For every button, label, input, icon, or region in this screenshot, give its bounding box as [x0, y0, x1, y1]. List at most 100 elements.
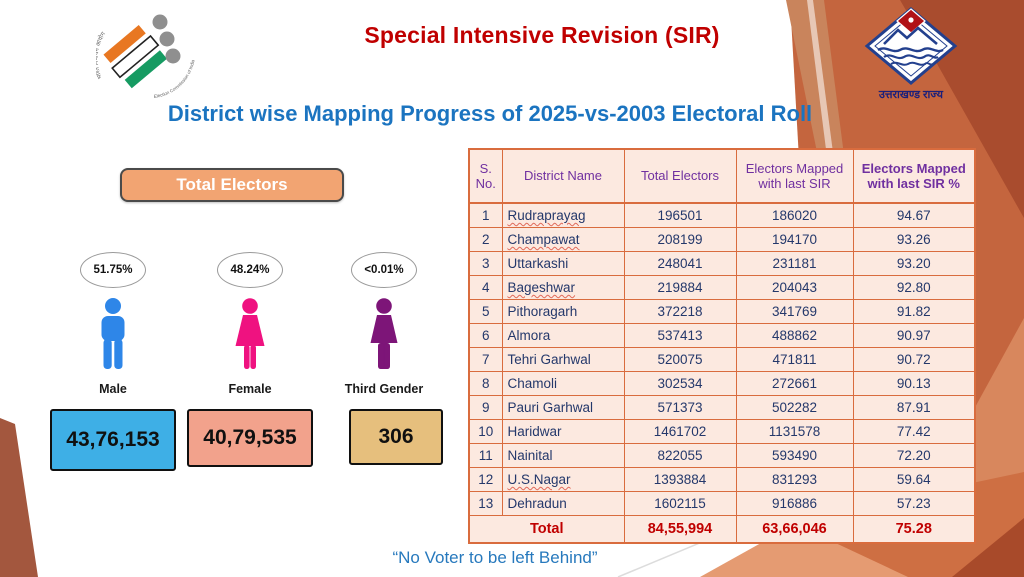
table-row: 13 Dehradun 1602115 916886 57.23	[468, 491, 976, 516]
header-sno: S. No.	[468, 148, 503, 204]
male-label: Male	[99, 382, 127, 396]
female-count-box: 40,79,535	[187, 409, 313, 467]
mapped-cell: 204043	[735, 275, 854, 300]
female-stat-group: 48.24% Female 40,79,535	[182, 252, 318, 467]
male-percent-badge: 51.75%	[80, 252, 146, 288]
uttarakhand-state-logo: उत्तराखण्ड राज्य	[864, 7, 958, 101]
table-row: 5 Pithoragarh 372218 341769 91.82	[468, 299, 976, 324]
male-count-box: 43,76,153	[50, 409, 176, 471]
total-electors-value: 84,55,994	[623, 515, 737, 544]
total-electors-button: Total Electors	[120, 168, 344, 202]
district-cell: Dehradun	[501, 491, 625, 516]
total-electors-cell: 208199	[623, 227, 737, 252]
table-header-row: S. No. District Name Total Electors Elec…	[468, 148, 976, 204]
total-electors-cell: 219884	[623, 275, 737, 300]
female-icon	[235, 298, 265, 369]
sno-cell: 9	[468, 395, 503, 420]
district-cell: Haridwar	[501, 419, 625, 444]
total-electors-cell: 1461702	[623, 419, 737, 444]
eci-right-arc-text: Election Commission of India	[153, 59, 195, 99]
district-mapping-table: S. No. District Name Total Electors Elec…	[468, 148, 976, 544]
page-subtitle: District wise Mapping Progress of 2025-v…	[167, 101, 813, 126]
district-cell: Pauri Garhwal	[501, 395, 625, 420]
table-row: 11 Nainital 822055 593490 72.20	[468, 443, 976, 468]
total-electors-cell: 248041	[623, 251, 737, 276]
mapped-cell: 186020	[735, 202, 854, 228]
table-row: 9 Pauri Garhwal 571373 502282 87.91	[468, 395, 976, 420]
percent-cell: 87.91	[852, 395, 976, 420]
percent-cell: 90.13	[852, 371, 976, 396]
header-mapped-percent: Electors Mapped with last SIR %	[852, 148, 976, 204]
percent-cell: 94.67	[852, 202, 976, 228]
header-mapped: Electors Mapped with last SIR	[735, 148, 854, 204]
third-gender-icon	[370, 298, 398, 369]
table-row: 8 Chamoli 302534 272661 90.13	[468, 371, 976, 396]
district-cell: Tehri Garhwal	[501, 347, 625, 372]
sno-cell: 8	[468, 371, 503, 396]
female-label: Female	[228, 382, 272, 396]
mapped-cell: 231181	[735, 251, 854, 276]
table-row: 10 Haridwar 1461702 1131578 77.42	[468, 419, 976, 444]
mapped-cell: 502282	[735, 395, 854, 420]
table-row: 6 Almora 537413 488862 90.97	[468, 323, 976, 348]
header-total-electors: Total Electors	[623, 148, 737, 204]
district-cell: Almora	[501, 323, 625, 348]
total-electors-cell: 822055	[623, 443, 737, 468]
percent-cell: 90.72	[852, 347, 976, 372]
total-electors-cell: 372218	[623, 299, 737, 324]
eci-dot-icon	[159, 31, 175, 47]
sno-cell: 2	[468, 227, 503, 252]
percent-cell: 57.23	[852, 491, 976, 516]
sno-cell: 12	[468, 467, 503, 492]
total-row: Total 84,55,994 63,66,046 75.28	[468, 515, 976, 544]
sno-cell: 1	[468, 202, 503, 228]
sno-cell: 6	[468, 323, 503, 348]
mapped-cell: 272661	[735, 371, 854, 396]
total-electors-cell: 1393884	[623, 467, 737, 492]
third-gender-stat-group: <0.01% Third Gender 306	[316, 252, 452, 465]
mapped-cell: 194170	[735, 227, 854, 252]
mapped-cell: 916886	[735, 491, 854, 516]
total-label: Total	[468, 515, 625, 544]
mapped-cell: 831293	[735, 467, 854, 492]
sno-cell: 3	[468, 251, 503, 276]
district-cell: Chamoli	[501, 371, 625, 396]
percent-cell: 72.20	[852, 443, 976, 468]
table-row: 1 Rudraprayag 196501 186020 94.67	[468, 202, 976, 228]
eci-logo: भारत निर्वाचन आयोग Election Commission o…	[96, 14, 196, 99]
district-cell: Rudraprayag	[501, 202, 625, 228]
total-electors-cell: 302534	[623, 371, 737, 396]
header-district-name: District Name	[501, 148, 625, 204]
sno-cell: 13	[468, 491, 503, 516]
table-body: 1 Rudraprayag 196501 186020 94.67 2 Cham…	[468, 202, 976, 516]
sno-cell: 5	[468, 299, 503, 324]
mapped-cell: 341769	[735, 299, 854, 324]
sno-cell: 10	[468, 419, 503, 444]
percent-cell: 93.20	[852, 251, 976, 276]
table-row: 12 U.S.Nagar 1393884 831293 59.64	[468, 467, 976, 492]
waves-icon	[877, 47, 944, 53]
percent-cell: 91.82	[852, 299, 976, 324]
district-cell: U.S.Nagar	[501, 467, 625, 492]
total-electors-cell: 196501	[623, 202, 737, 228]
eci-dot-icon	[165, 48, 181, 64]
waves-icon	[890, 61, 933, 66]
male-stat-group: 51.75% Male 43,76,153	[45, 252, 181, 471]
sno-cell: 7	[468, 347, 503, 372]
district-cell: Uttarkashi	[501, 251, 625, 276]
percent-cell: 59.64	[852, 467, 976, 492]
mapped-cell: 593490	[735, 443, 854, 468]
total-electors-cell: 571373	[623, 395, 737, 420]
total-mapped-value: 63,66,046	[735, 515, 854, 544]
third-gender-label: Third Gender	[344, 382, 424, 396]
eci-dot-icon	[152, 14, 168, 30]
district-cell: Nainital	[501, 443, 625, 468]
waves-icon	[883, 54, 939, 60]
total-percent-value: 75.28	[852, 515, 976, 544]
table-row: 7 Tehri Garhwal 520075 471811 90.72	[468, 347, 976, 372]
mountains-icon	[883, 26, 938, 45]
female-percent-badge: 48.24%	[217, 252, 283, 288]
percent-cell: 77.42	[852, 419, 976, 444]
percent-cell: 92.80	[852, 275, 976, 300]
